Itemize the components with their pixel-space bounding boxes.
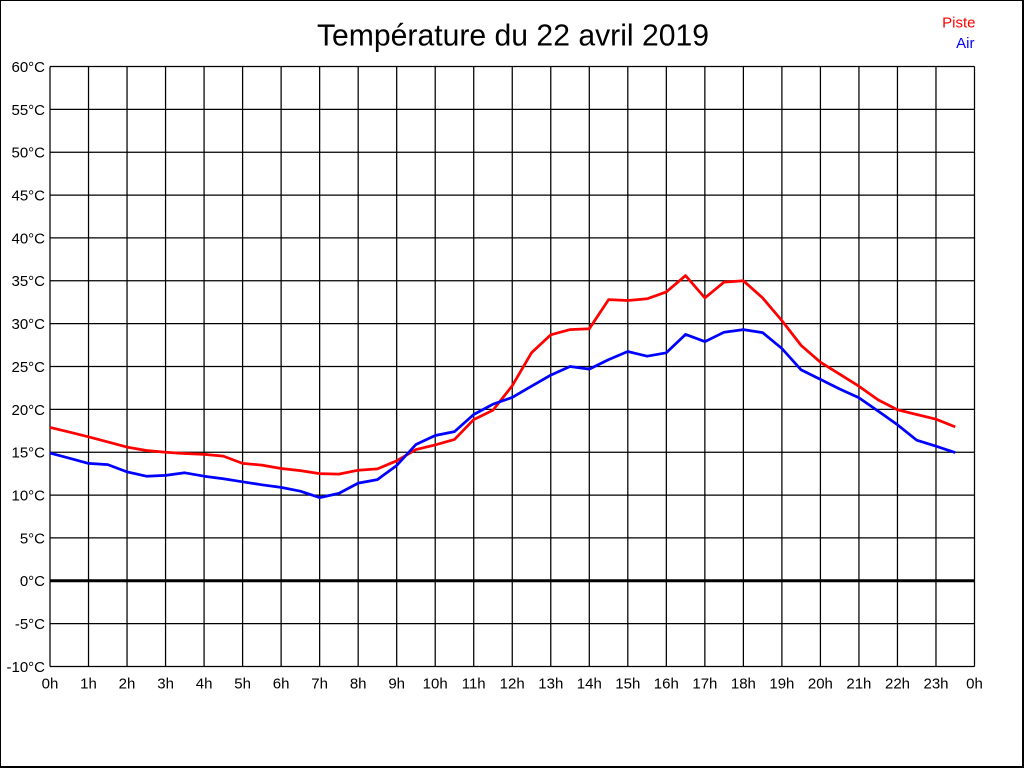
svg-text:10°C: 10°C xyxy=(11,488,45,505)
svg-text:19h: 19h xyxy=(769,676,794,693)
svg-text:3h: 3h xyxy=(157,676,174,693)
svg-text:1h: 1h xyxy=(80,676,97,693)
svg-text:60°C: 60°C xyxy=(11,59,45,76)
svg-text:20h: 20h xyxy=(808,676,833,693)
svg-text:22h: 22h xyxy=(885,676,910,693)
svg-text:10h: 10h xyxy=(423,676,448,693)
svg-text:Air: Air xyxy=(956,35,974,52)
svg-text:50°C: 50°C xyxy=(11,145,45,162)
svg-text:7h: 7h xyxy=(311,676,328,693)
svg-text:16h: 16h xyxy=(654,676,679,693)
svg-text:55°C: 55°C xyxy=(11,102,45,119)
svg-text:Piste: Piste xyxy=(942,14,975,31)
svg-text:20°C: 20°C xyxy=(11,402,45,419)
svg-text:40°C: 40°C xyxy=(11,230,45,247)
svg-text:11h: 11h xyxy=(462,676,486,693)
svg-text:21h: 21h xyxy=(846,676,871,693)
svg-text:0h: 0h xyxy=(966,676,983,693)
svg-text:5°C: 5°C xyxy=(20,530,45,547)
svg-text:0°C: 0°C xyxy=(20,573,45,590)
svg-text:Température du 22 avril 2019: Température du 22 avril 2019 xyxy=(317,20,709,53)
svg-text:8h: 8h xyxy=(350,676,367,693)
svg-text:23h: 23h xyxy=(923,676,948,693)
svg-text:9h: 9h xyxy=(388,676,405,693)
svg-text:15h: 15h xyxy=(615,676,640,693)
svg-text:6h: 6h xyxy=(273,676,290,693)
svg-text:-5°C: -5°C xyxy=(15,616,45,633)
svg-text:4h: 4h xyxy=(196,676,213,693)
svg-text:-10°C: -10°C xyxy=(6,659,45,676)
svg-text:2h: 2h xyxy=(119,676,136,693)
svg-text:25°C: 25°C xyxy=(11,359,45,376)
svg-text:0h: 0h xyxy=(42,676,59,693)
svg-text:5h: 5h xyxy=(234,676,251,693)
svg-text:18h: 18h xyxy=(731,676,756,693)
svg-text:13h: 13h xyxy=(538,676,563,693)
svg-text:30°C: 30°C xyxy=(11,316,45,333)
svg-text:12h: 12h xyxy=(500,676,525,693)
svg-text:45°C: 45°C xyxy=(11,188,45,205)
svg-text:14h: 14h xyxy=(577,676,602,693)
svg-text:35°C: 35°C xyxy=(11,273,45,290)
svg-text:17h: 17h xyxy=(692,676,717,693)
svg-text:15°C: 15°C xyxy=(11,445,45,462)
